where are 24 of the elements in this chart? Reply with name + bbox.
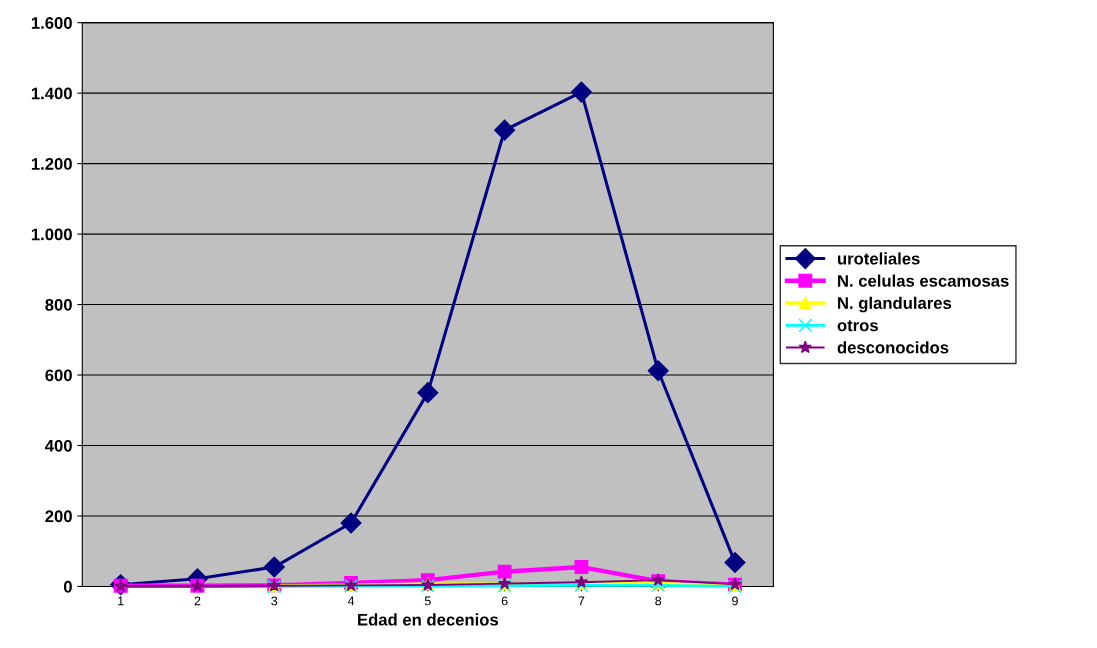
y-tick-label: 1.400	[31, 87, 72, 100]
x-tick-label: 4	[347, 596, 355, 606]
y-tick-label: 800	[45, 298, 72, 311]
x-tick-label: 8	[655, 596, 662, 606]
x-tick-label: 3	[271, 596, 278, 606]
x-tick-label: 7	[578, 596, 585, 606]
x-tick-label: 2	[194, 596, 201, 606]
x-tick-label: 5	[424, 596, 431, 606]
y-tick-label: 1.200	[31, 158, 72, 170]
y-tick-label: 1.000	[31, 228, 72, 241]
legend-label: otros	[837, 320, 878, 332]
x-tick-label: 1	[118, 596, 124, 606]
legend-label: N. celulas escamosas	[838, 274, 1009, 287]
y-tick-label: 1.600	[31, 17, 72, 29]
x-tick-label: 6	[501, 596, 508, 606]
legend-label: uroteliales	[838, 252, 920, 265]
legend-label: N. glandulares	[838, 296, 952, 313]
x-axis-title: Edad en decenios	[358, 613, 499, 626]
x-tick-label: 9	[732, 596, 738, 606]
y-tick-label: 600	[45, 369, 72, 382]
y-tick-label: 400	[45, 439, 72, 452]
y-tick-label: 200	[45, 510, 72, 523]
legend-label: desconocidos	[837, 341, 949, 354]
y-tick-label: 0	[63, 580, 72, 593]
